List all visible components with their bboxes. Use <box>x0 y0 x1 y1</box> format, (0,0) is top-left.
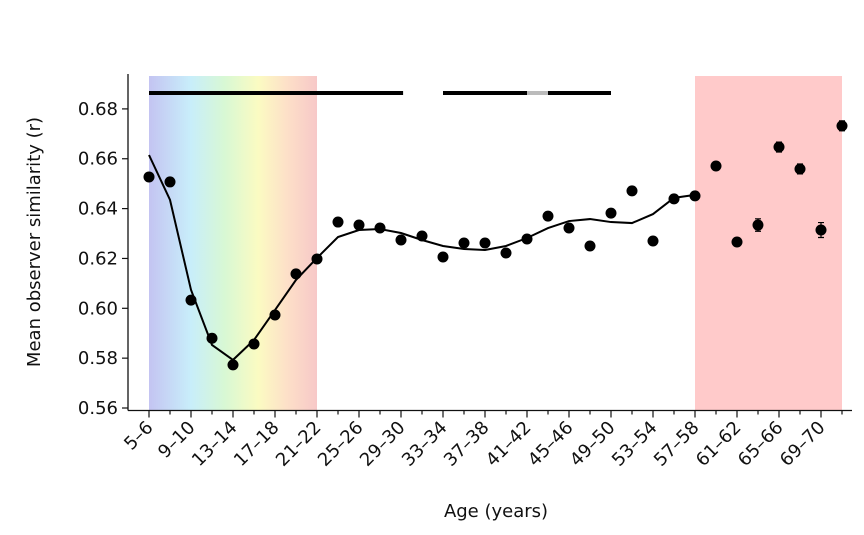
x-tick-label: 37–38 <box>440 417 494 471</box>
data-point <box>542 210 554 222</box>
data-point <box>710 160 722 172</box>
y-tick-label: 0.66 <box>78 149 118 170</box>
x-tick-label: 33–34 <box>398 417 452 471</box>
data-point <box>731 236 743 248</box>
data-point <box>647 235 659 247</box>
x-tick-label: 45–46 <box>524 417 578 471</box>
data-point <box>437 251 449 263</box>
data-point <box>479 237 491 249</box>
x-tick-label: 29–30 <box>356 417 410 471</box>
data-point <box>500 247 512 259</box>
data-point <box>836 120 848 132</box>
older-band <box>695 76 842 411</box>
data-point <box>458 237 470 249</box>
data-point <box>395 234 407 246</box>
data-point <box>332 216 344 228</box>
y-axis-label: Mean observer similarity (r) <box>24 117 45 367</box>
x-tick-label: 49–50 <box>566 417 620 471</box>
data-point <box>353 219 365 231</box>
data-point <box>794 163 806 175</box>
data-point <box>290 268 302 280</box>
x-tick-label: 69–70 <box>776 417 830 471</box>
data-point <box>164 176 176 188</box>
data-point <box>143 171 155 183</box>
data-point <box>227 359 239 371</box>
y-tick-label: 0.64 <box>78 199 118 220</box>
trend-line <box>148 154 696 362</box>
data-point <box>584 240 596 252</box>
y-tick-label: 0.56 <box>78 398 118 419</box>
x-tick-label: 17–18 <box>230 417 284 471</box>
data-point <box>815 224 827 236</box>
data-point <box>773 141 785 153</box>
x-axis-label: Age (years) <box>444 501 548 522</box>
y-tick-label: 0.62 <box>78 248 118 269</box>
y-tick-label: 0.60 <box>78 298 118 319</box>
x-tick-label: 57–58 <box>650 417 704 471</box>
x-tick-label: 65–66 <box>734 417 788 471</box>
y-tick-label: 0.68 <box>78 99 118 120</box>
x-tick-label: 5–6 <box>120 417 157 454</box>
data-point <box>605 207 617 219</box>
data-point <box>626 185 638 197</box>
x-tick-label: 25–26 <box>314 417 368 471</box>
x-tick-label: 53–54 <box>608 417 662 471</box>
x-tick-label: 21–22 <box>272 417 326 471</box>
x-tick-label: 13–14 <box>188 417 242 471</box>
shaded-regions <box>149 76 842 411</box>
childhood-band <box>149 76 317 411</box>
data-point <box>752 219 764 231</box>
x-tick-label: 61–62 <box>692 417 746 471</box>
x-tick-label: 41–42 <box>482 417 536 471</box>
data-point <box>563 222 575 234</box>
y-tick-label: 0.58 <box>78 348 118 369</box>
